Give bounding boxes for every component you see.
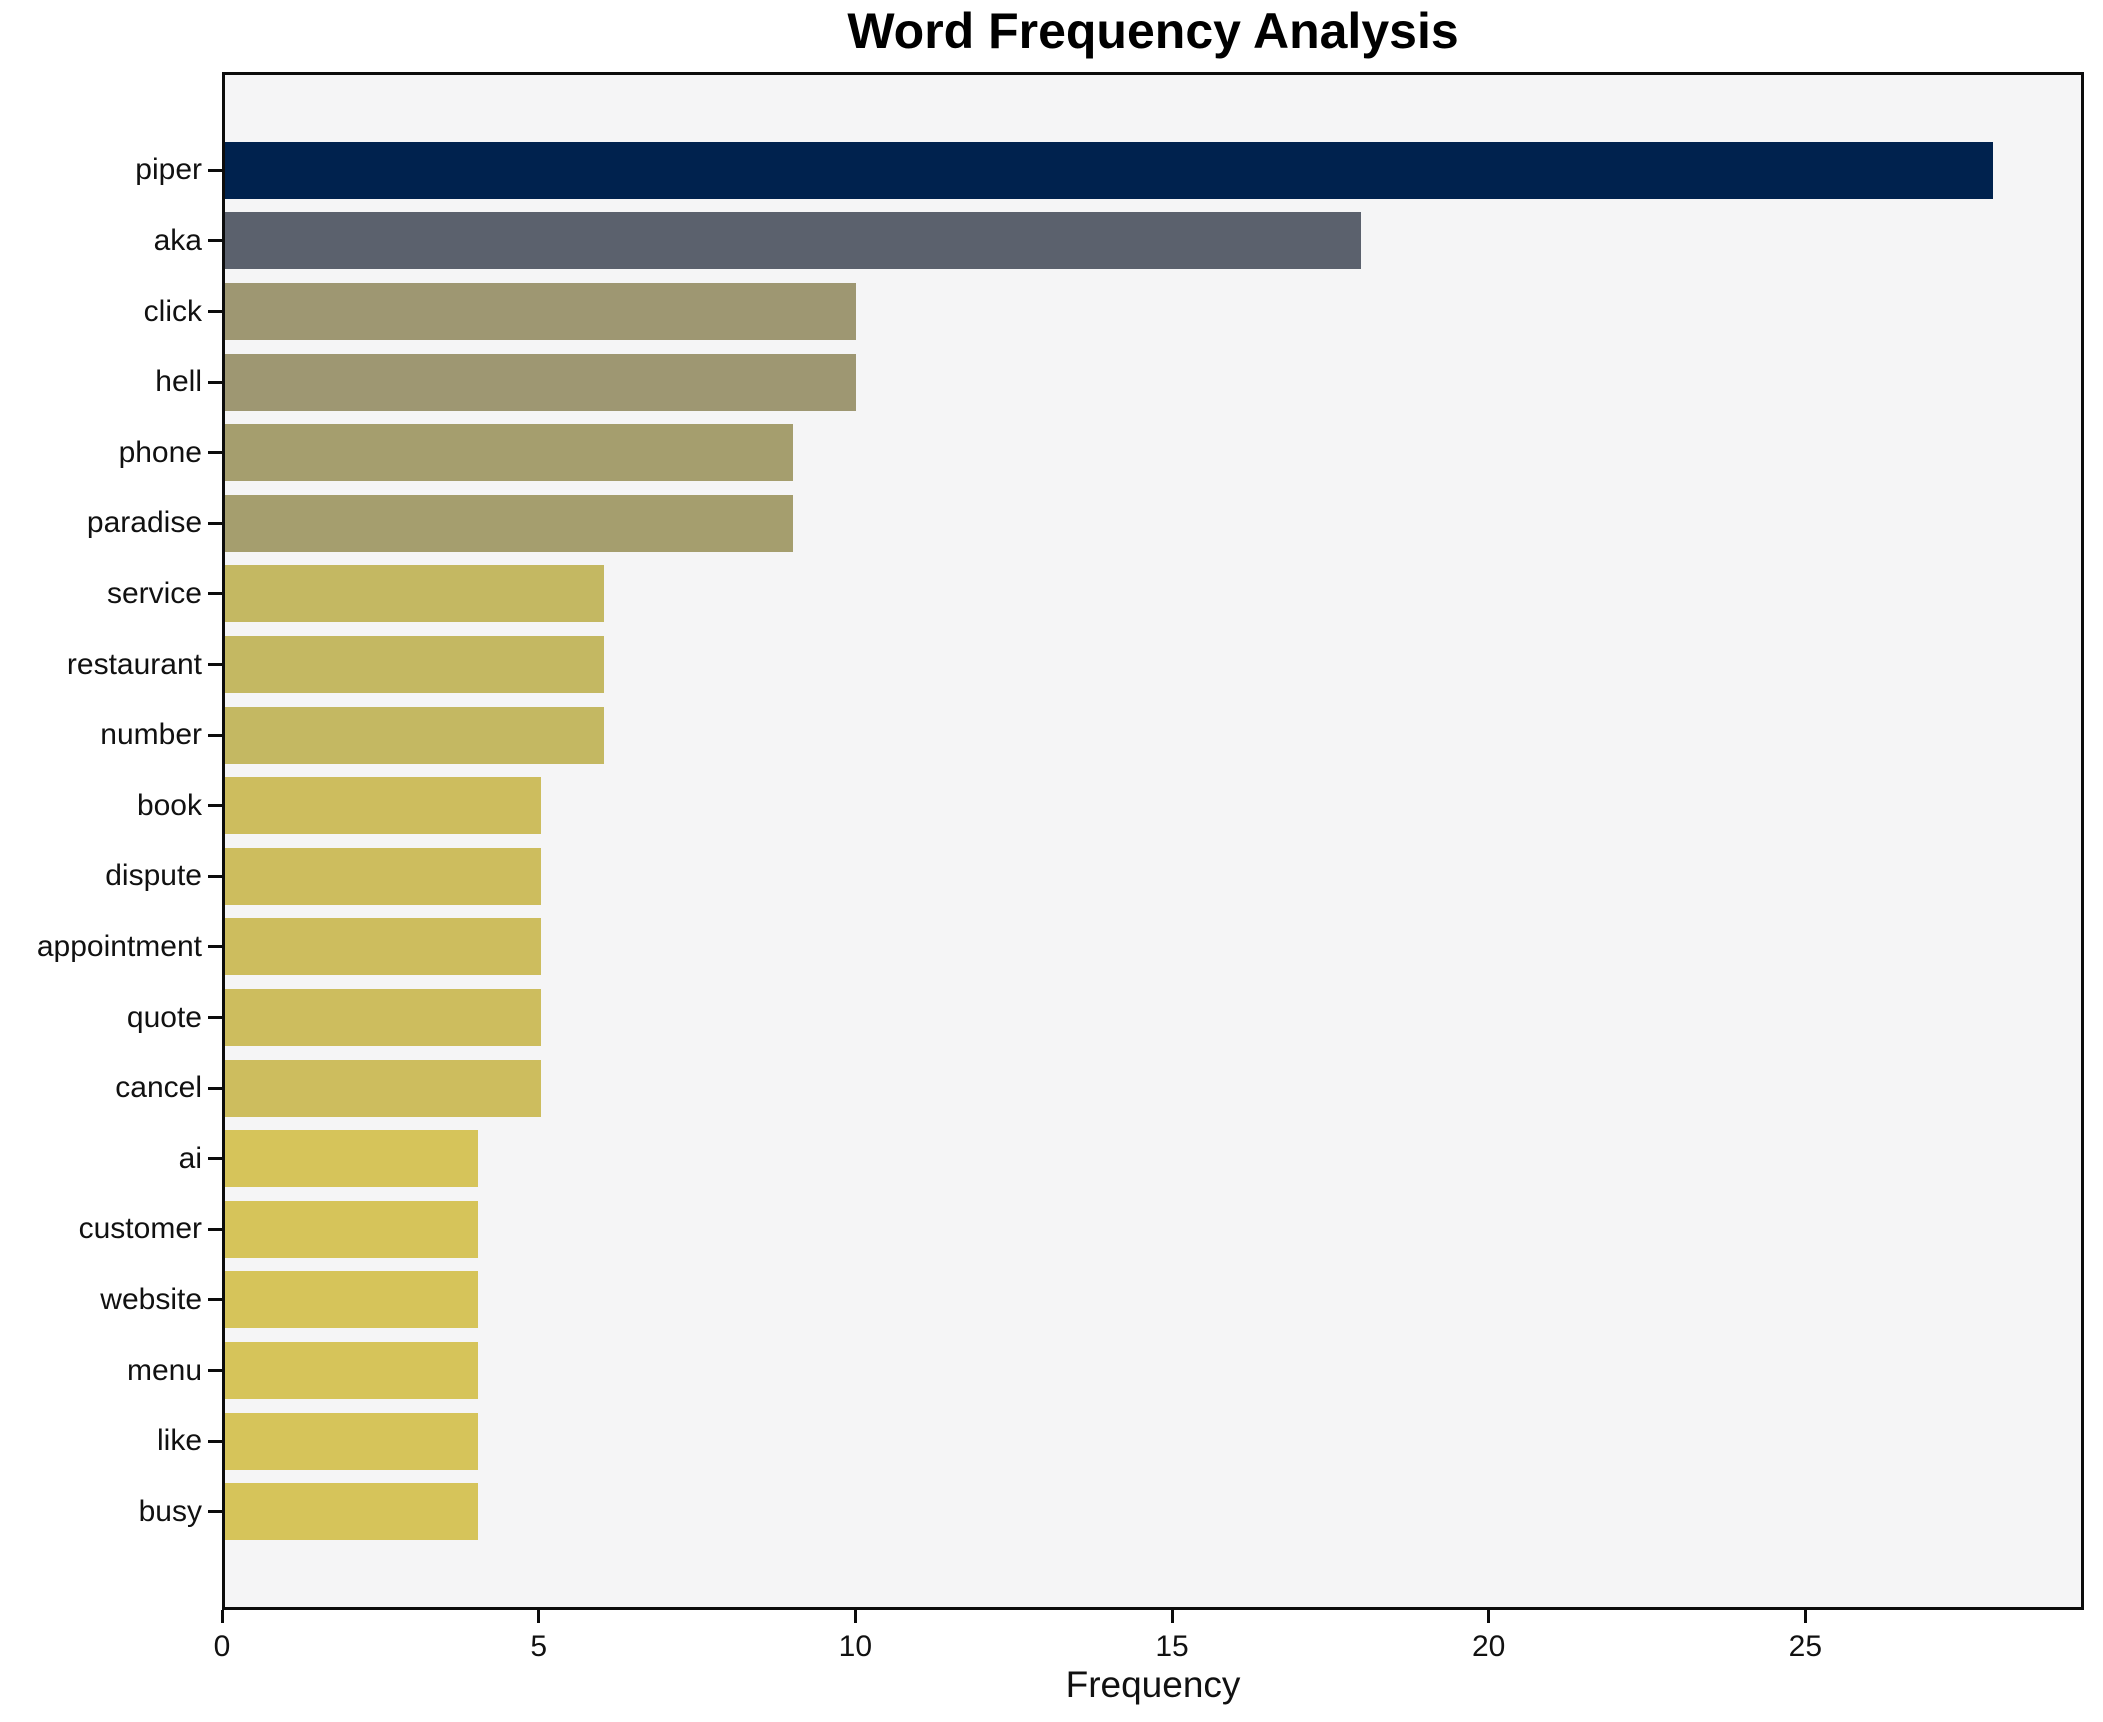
bar-ai [225,1130,478,1188]
bar-click [225,283,857,340]
y-tick-label-book: book [136,788,202,822]
y-tick-mark [208,874,222,878]
x-tick-mark [220,1610,224,1623]
bar-dispute [225,847,541,905]
y-tick-mark [208,945,222,949]
y-tick-label-service: service [106,576,202,610]
y-tick-label-cancel: cancel [115,1071,202,1105]
y-tick-label-paradise: paradise [86,506,202,540]
y-tick-mark [208,1227,222,1231]
y-tick-mark [208,168,222,172]
bar-paradise [225,494,794,552]
y-tick-mark [208,804,222,808]
bar-menu [225,1342,478,1399]
y-tick-label-customer: customer [78,1212,202,1246]
x-axis-title: Frequency [1065,1664,1241,1705]
chart-title: Word Frequency Analysis [847,3,1459,59]
y-tick-label-piper: piper [135,153,202,187]
y-tick-mark [208,733,222,737]
y-tick-mark [208,310,222,313]
bar-book [225,777,541,835]
bar-aka [225,212,1362,270]
x-tick-mark [1487,1610,1491,1623]
x-tick-mark [1803,1610,1807,1623]
y-tick-mark [208,1157,222,1161]
x-tick-mark [1170,1610,1174,1623]
x-tick-label-15: 15 [1155,1630,1189,1663]
bar-phone [225,424,794,482]
bar-piper [225,141,1993,199]
bar-cancel [225,1059,541,1117]
y-tick-mark [208,239,222,243]
x-tick-label-0: 0 [213,1630,231,1663]
x-tick-label-10: 10 [838,1630,873,1663]
y-tick-label-dispute: dispute [105,859,202,893]
y-tick-mark [208,1016,222,1019]
y-tick-label-click: click [143,294,202,328]
x-tick-label-20: 20 [1471,1630,1506,1663]
bar-service [225,565,604,623]
y-tick-label-menu: menu [126,1353,202,1387]
bar-hell [225,353,857,411]
y-tick-label-restaurant: restaurant [66,647,202,681]
bar-customer [225,1200,478,1258]
y-tick-label-phone: phone [118,435,202,469]
bar-website [225,1271,478,1329]
y-tick-label-number: number [100,718,202,752]
y-tick-mark [208,1086,222,1090]
y-tick-mark [208,1439,222,1443]
y-tick-mark [208,1369,222,1372]
y-tick-label-website: website [100,1282,202,1316]
x-tick-label-5: 5 [530,1630,547,1663]
y-tick-mark [208,380,222,384]
bar-quote [225,989,541,1046]
y-tick-mark [208,521,222,525]
y-tick-label-quote: quote [126,1000,202,1034]
x-tick-mark [537,1610,541,1623]
y-tick-label-like: like [156,1424,202,1458]
y-tick-mark [208,592,222,596]
bar-appointment [225,918,541,976]
x-tick-label-25: 25 [1788,1630,1823,1663]
y-tick-label-appointment: appointment [36,929,202,963]
bar-restaurant [225,636,604,693]
y-tick-label-hell: hell [155,365,202,399]
y-tick-label-ai: ai [178,1141,202,1175]
y-tick-mark [208,1298,222,1302]
y-tick-label-busy: busy [138,1494,202,1528]
bar-busy [225,1483,478,1541]
y-tick-label-aka: aka [153,223,202,257]
plot-area [222,72,2084,1610]
y-tick-mark [208,451,222,455]
bar-number [225,706,604,764]
bar-like [225,1412,478,1470]
y-tick-mark [208,1510,222,1514]
y-tick-mark [208,663,222,666]
x-tick-mark [853,1610,857,1623]
